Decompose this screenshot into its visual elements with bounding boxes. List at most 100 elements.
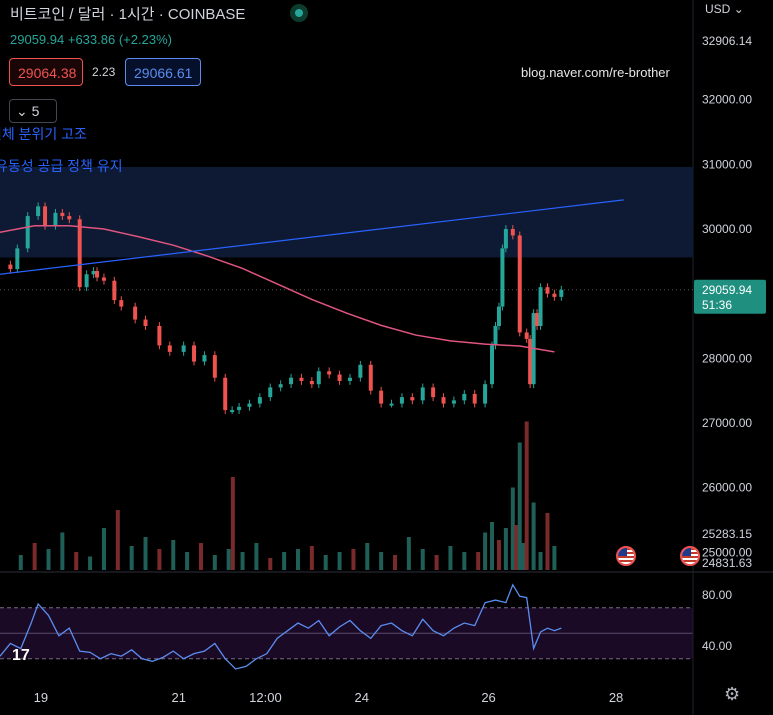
currency-selector[interactable]: USD ⌄ (705, 2, 744, 16)
chevron-down-icon: ⌄ (16, 103, 28, 119)
price-axis-label: 26000.00 (702, 481, 752, 495)
candle-body (347, 377, 352, 381)
volume-bar (32, 543, 37, 570)
candle-body (517, 235, 522, 333)
volume-bar (101, 528, 106, 570)
chevron-down-icon: ⌄ (733, 2, 744, 16)
candle-body (420, 387, 425, 401)
volume-bar (337, 552, 342, 570)
volume-bar (18, 555, 23, 570)
candle-body (528, 338, 533, 385)
volume-bar (434, 555, 439, 570)
price-axis-label: 28000.00 (702, 351, 752, 365)
volume-bar (185, 552, 190, 570)
candle-body (95, 271, 100, 278)
currency-label: USD (705, 2, 731, 16)
volume-bar (226, 549, 231, 570)
candle-body (36, 206, 41, 217)
volume-bar (524, 421, 529, 570)
volume-bar (490, 522, 495, 570)
candle-body (327, 371, 332, 375)
candle-body (490, 345, 495, 385)
indicator-count: 5 (31, 103, 40, 119)
candle-body (538, 287, 543, 326)
symbol-title[interactable]: 비트코인 / 달러 · 1시간 · COINBASE (10, 6, 246, 23)
volume-bar (420, 549, 425, 570)
indicator-collapse-button[interactable]: ⌄ 5 (9, 99, 57, 123)
price-change-line: 29059.94 +633.86 (+2.23%) (10, 32, 172, 47)
price-change: +633.86 (67, 32, 116, 47)
volume-bar (552, 546, 557, 570)
candle-body (223, 377, 228, 411)
volume-bar (230, 477, 235, 570)
price-axis-label: 25283.15 (702, 527, 752, 541)
volume-bar (74, 552, 79, 570)
price-axis-label: 30000.00 (702, 222, 752, 236)
volume-bar (212, 555, 217, 570)
candle-body (247, 403, 252, 407)
volume-bar (406, 537, 411, 570)
candle-body (535, 313, 540, 326)
us-flag-event-icon[interactable] (616, 546, 636, 566)
volume-bar (476, 552, 481, 570)
candle-body (431, 387, 436, 398)
gear-icon[interactable]: ⚙ (724, 684, 741, 704)
time-axis-label: 21 (172, 690, 186, 705)
volume-bar (351, 549, 356, 570)
trendline (0, 199, 624, 275)
price-axis-label: 32906.14 (702, 34, 752, 48)
annotation-text-2[interactable]: 유동성 공급 정책 유지 (0, 158, 123, 174)
volume-bar (198, 543, 203, 570)
buy-button[interactable]: 29066.61 (125, 58, 201, 86)
candle-body (451, 400, 456, 404)
candle-body (157, 326, 162, 346)
volume-bar (393, 555, 398, 570)
sell-button[interactable]: 29064.38 (9, 58, 83, 86)
volume-bar (46, 549, 51, 570)
price-axis-label: 25000.00 (702, 545, 752, 559)
volume-bar (157, 549, 162, 570)
candle-body (500, 248, 505, 307)
candle-body (299, 377, 304, 381)
volume-bar (483, 532, 488, 570)
candle-body (399, 397, 404, 404)
candle-body (379, 390, 384, 404)
candle-body (358, 364, 363, 378)
time-axis-label: 12:00 (249, 690, 282, 705)
volume-bar (268, 558, 273, 570)
time-axis-label: 19 (34, 690, 48, 705)
volume-bar (323, 555, 328, 570)
candle-body (167, 345, 172, 352)
candle-body (441, 397, 446, 404)
candle-body (67, 216, 72, 220)
candle-body (510, 229, 515, 236)
candle-body (316, 371, 321, 385)
candle-body (462, 393, 467, 401)
candle-body (25, 216, 30, 249)
market-status-indicator (290, 4, 308, 22)
volume-bar (309, 546, 314, 570)
annotation-text-1[interactable]: 전체 분위기 고조 (0, 126, 87, 142)
volume-bar (503, 528, 508, 570)
volume-bar (115, 510, 120, 570)
candle-body (202, 355, 207, 362)
volume-bar (538, 552, 543, 570)
moving-average-line (0, 225, 555, 353)
price-axis-label: 27000.00 (702, 416, 752, 430)
candle-body (278, 384, 283, 388)
last-price: 29059.94 (10, 32, 65, 47)
candle-body (8, 264, 13, 270)
candle-body (84, 274, 89, 288)
candle-body (53, 212, 58, 226)
candle-body (268, 387, 273, 398)
volume-bar (514, 525, 519, 570)
volume-bar (60, 532, 65, 570)
volume-bar (517, 442, 522, 570)
volume-bar (240, 552, 245, 570)
candle-body (545, 287, 550, 294)
us-flag-event-icon[interactable] (680, 546, 700, 566)
candle-body (559, 289, 564, 297)
candle-body (15, 248, 20, 270)
volume-bar (282, 552, 287, 570)
